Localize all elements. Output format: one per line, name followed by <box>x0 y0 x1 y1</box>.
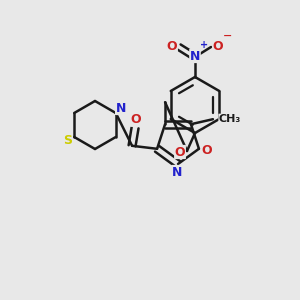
Text: N: N <box>172 166 182 178</box>
Text: +: + <box>200 40 208 50</box>
Text: N: N <box>116 101 126 115</box>
Text: O: O <box>175 146 185 158</box>
Text: S: S <box>63 134 72 146</box>
Text: O: O <box>213 40 223 52</box>
Text: N: N <box>190 50 200 62</box>
Text: −: − <box>223 31 232 41</box>
Text: O: O <box>167 40 177 52</box>
Text: O: O <box>131 113 141 126</box>
Text: CH₃: CH₃ <box>219 114 241 124</box>
Text: O: O <box>202 144 212 157</box>
